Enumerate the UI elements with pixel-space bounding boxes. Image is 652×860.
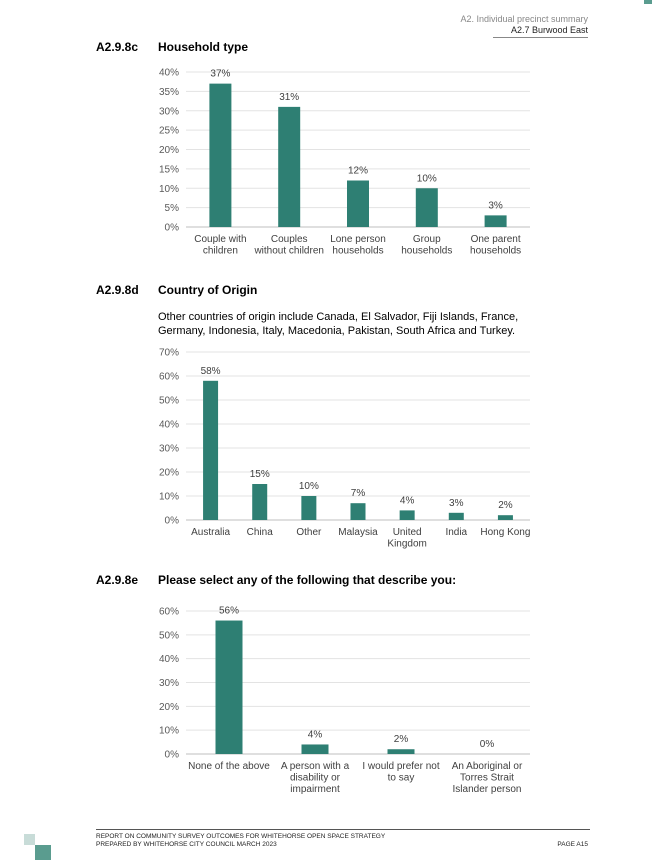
y-tick-label: 0% [165, 750, 180, 761]
x-tick-label: United Kingdom [387, 527, 426, 550]
footer-divider [96, 829, 590, 830]
data-label: 0% [480, 739, 495, 750]
y-tick-label: 60% [159, 372, 179, 383]
footer-text: REPORT ON COMMUNITY SURVEY OUTCOMES FOR … [96, 833, 385, 849]
x-tick-label: Couple with children [194, 234, 246, 257]
corner-accent [644, 0, 652, 4]
footer-square-light [24, 834, 35, 845]
y-tick-label: 5% [165, 203, 180, 214]
x-tick-label: Lone person households [330, 234, 386, 257]
y-tick-label: 10% [159, 726, 179, 737]
data-label: 3% [488, 200, 503, 211]
y-tick-label: 30% [159, 106, 179, 117]
x-tick-label: Other [296, 527, 322, 538]
bar [252, 484, 268, 520]
y-tick-label: 15% [159, 164, 179, 175]
section-number-household: A2.9.8c [96, 40, 139, 54]
y-tick-label: 0% [165, 516, 180, 527]
bar [484, 215, 507, 227]
origin-description: Other countries of origin include Canada… [158, 311, 519, 337]
data-label: 10% [299, 481, 319, 492]
data-label: 15% [250, 469, 270, 480]
bar [448, 512, 464, 520]
y-tick-label: 20% [159, 468, 179, 479]
x-tick-label: None of the above [188, 761, 270, 772]
y-tick-label: 10% [159, 184, 179, 195]
y-tick-label: 40% [159, 420, 179, 431]
y-tick-label: 70% [159, 348, 179, 359]
x-tick-label: A person with a disability or impairment [281, 761, 350, 795]
bar [415, 188, 438, 227]
header-subsection: A2.7 Burwood East [510, 25, 588, 35]
footer-prepared-by: PREPARED BY WHITEHORSE CITY COUNCIL MARC… [96, 841, 277, 848]
y-tick-label: 50% [159, 396, 179, 407]
section-title-origin: Country of Origin [158, 283, 258, 297]
bar [215, 620, 243, 754]
y-tick-label: 30% [159, 678, 179, 689]
y-tick-label: 35% [159, 87, 179, 98]
x-tick-label: An Aboriginal or Torres Strait Islander pe… [452, 761, 523, 795]
data-label: 4% [308, 729, 323, 740]
bar [301, 744, 329, 754]
section-number-describe: A2.9.8e [96, 573, 139, 587]
x-tick-label: I would prefer not to say [362, 761, 439, 784]
data-label: 56% [219, 606, 239, 617]
data-label: 12% [348, 166, 368, 177]
bar [497, 515, 513, 520]
data-label: 31% [279, 92, 299, 103]
bar [350, 503, 366, 520]
section-title-describe: Please select any of the following that … [158, 573, 457, 587]
y-tick-label: 30% [159, 444, 179, 455]
x-tick-label: One parent households [470, 234, 521, 257]
x-tick-label: Group households [401, 234, 452, 257]
x-tick-label: Australia [191, 527, 230, 538]
section-title-household: Household type [158, 40, 249, 54]
bar [347, 180, 369, 227]
y-tick-label: 60% [159, 607, 179, 618]
data-label: 58% [201, 366, 221, 377]
data-label: 37% [210, 69, 230, 80]
bar [387, 749, 415, 754]
y-tick-label: 25% [159, 126, 179, 137]
y-tick-label: 50% [159, 630, 179, 641]
x-tick-label: India [445, 527, 467, 538]
header-section: A2. Individual precinct summary [460, 14, 588, 24]
bar [209, 83, 232, 227]
data-label: 2% [394, 734, 409, 745]
data-label: 10% [417, 173, 437, 184]
y-tick-label: 20% [159, 702, 179, 713]
x-tick-label: China [247, 527, 274, 538]
x-tick-label: Malaysia [338, 527, 378, 538]
footer-square-dark [35, 845, 51, 860]
footer-report-title: REPORT ON COMMUNITY SURVEY OUTCOMES FOR … [96, 833, 386, 840]
x-tick-label: Couples without children [253, 234, 323, 257]
y-tick-label: 0% [165, 223, 180, 234]
bar [399, 510, 415, 520]
header-divider [493, 37, 588, 38]
data-label: 4% [400, 495, 415, 506]
x-tick-label: Hong Kong [480, 527, 530, 538]
data-label: 2% [498, 500, 513, 511]
y-tick-label: 40% [159, 68, 179, 79]
y-tick-label: 10% [159, 492, 179, 503]
y-tick-label: 20% [159, 145, 179, 156]
bar [203, 380, 219, 520]
y-tick-label: 40% [159, 654, 179, 665]
bar [301, 496, 317, 520]
page-number: PAGE A15 [557, 841, 588, 848]
data-label: 7% [351, 488, 366, 499]
section-number-origin: A2.9.8d [96, 283, 139, 297]
data-label: 3% [449, 498, 464, 509]
bar [278, 106, 301, 227]
